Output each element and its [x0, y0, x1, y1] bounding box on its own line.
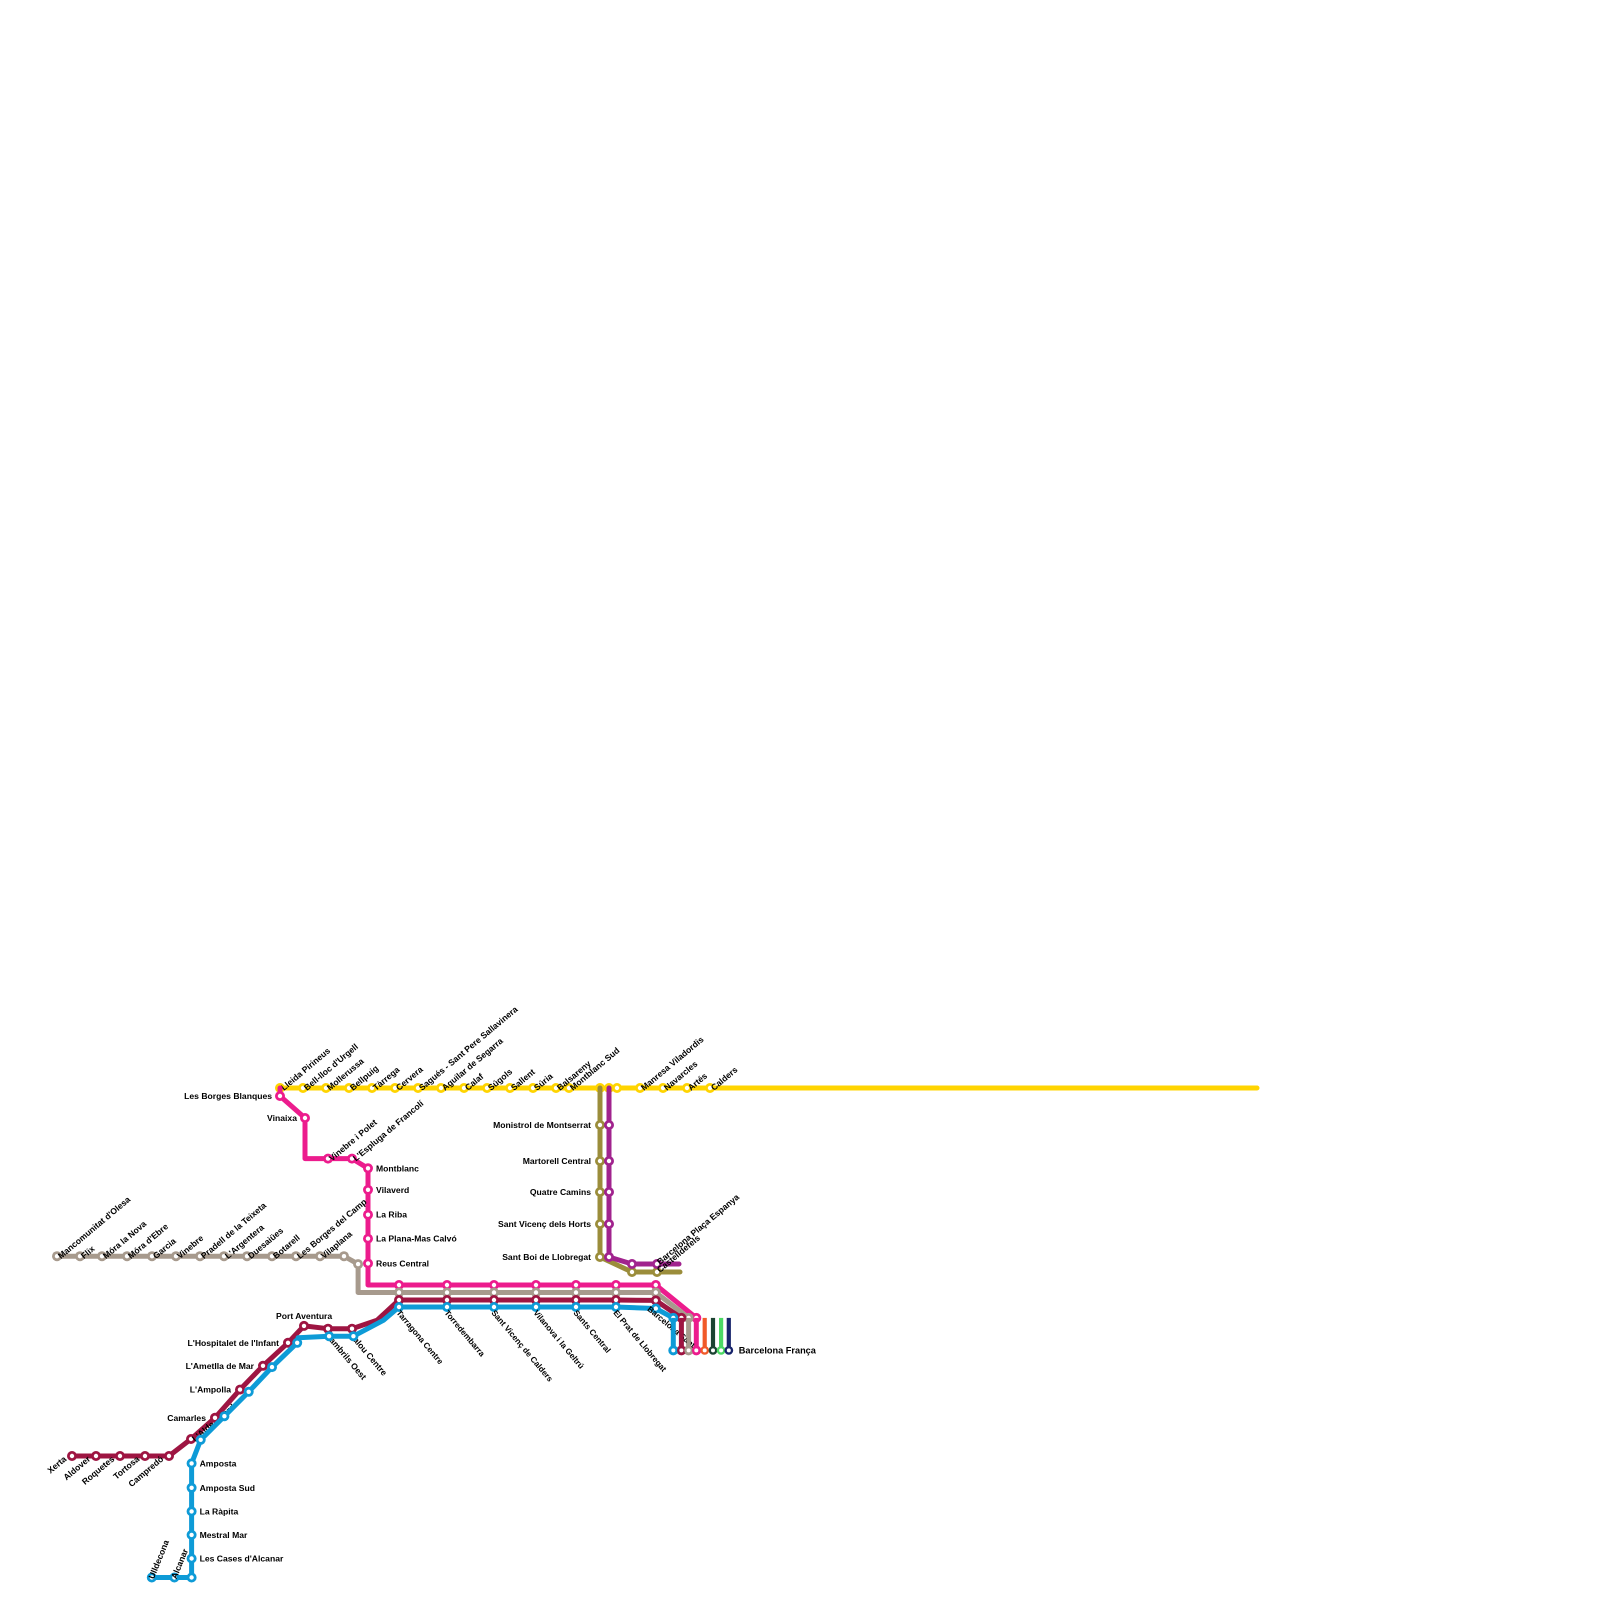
svg-text:La Riba: La Riba — [376, 1210, 407, 1220]
svg-text:L'Hospitalet de l'Infant: L'Hospitalet de l'Infant — [188, 1338, 280, 1348]
svg-text:Camarles: Camarles — [167, 1413, 206, 1423]
svg-text:Barcelona França: Barcelona França — [739, 1345, 817, 1355]
svg-text:Les Borges Blanques: Les Borges Blanques — [184, 1091, 272, 1101]
svg-text:Reus Central: Reus Central — [376, 1258, 429, 1268]
svg-text:Vilaverd: Vilaverd — [376, 1185, 409, 1195]
svg-text:Martorell Central: Martorell Central — [523, 1156, 591, 1166]
svg-text:Sant Vicenç dels Horts: Sant Vicenç dels Horts — [498, 1219, 591, 1229]
svg-text:Port Aventura: Port Aventura — [276, 1311, 332, 1321]
svg-text:Sant Boi de Llobregat: Sant Boi de Llobregat — [502, 1252, 591, 1262]
svg-text:La Plana-Mas Calvó: La Plana-Mas Calvó — [376, 1234, 457, 1244]
svg-text:Amposta Sud: Amposta Sud — [200, 1483, 255, 1493]
svg-text:L'Ametlla de Mar: L'Ametlla de Mar — [186, 1361, 255, 1371]
svg-text:Quatre Camins: Quatre Camins — [530, 1187, 591, 1197]
svg-text:Monistrol de Montserrat: Monistrol de Montserrat — [493, 1120, 591, 1130]
svg-text:L'Ampolla: L'Ampolla — [190, 1385, 231, 1395]
svg-text:Mestral Mar: Mestral Mar — [200, 1530, 248, 1540]
svg-text:Amposta: Amposta — [200, 1458, 237, 1468]
svg-text:La Ràpita: La Ràpita — [200, 1506, 239, 1516]
svg-text:Vinaixa: Vinaixa — [267, 1113, 297, 1123]
svg-text:Montblanc: Montblanc — [376, 1163, 419, 1173]
svg-text:Les Cases d'Alcanar: Les Cases d'Alcanar — [200, 1554, 284, 1564]
